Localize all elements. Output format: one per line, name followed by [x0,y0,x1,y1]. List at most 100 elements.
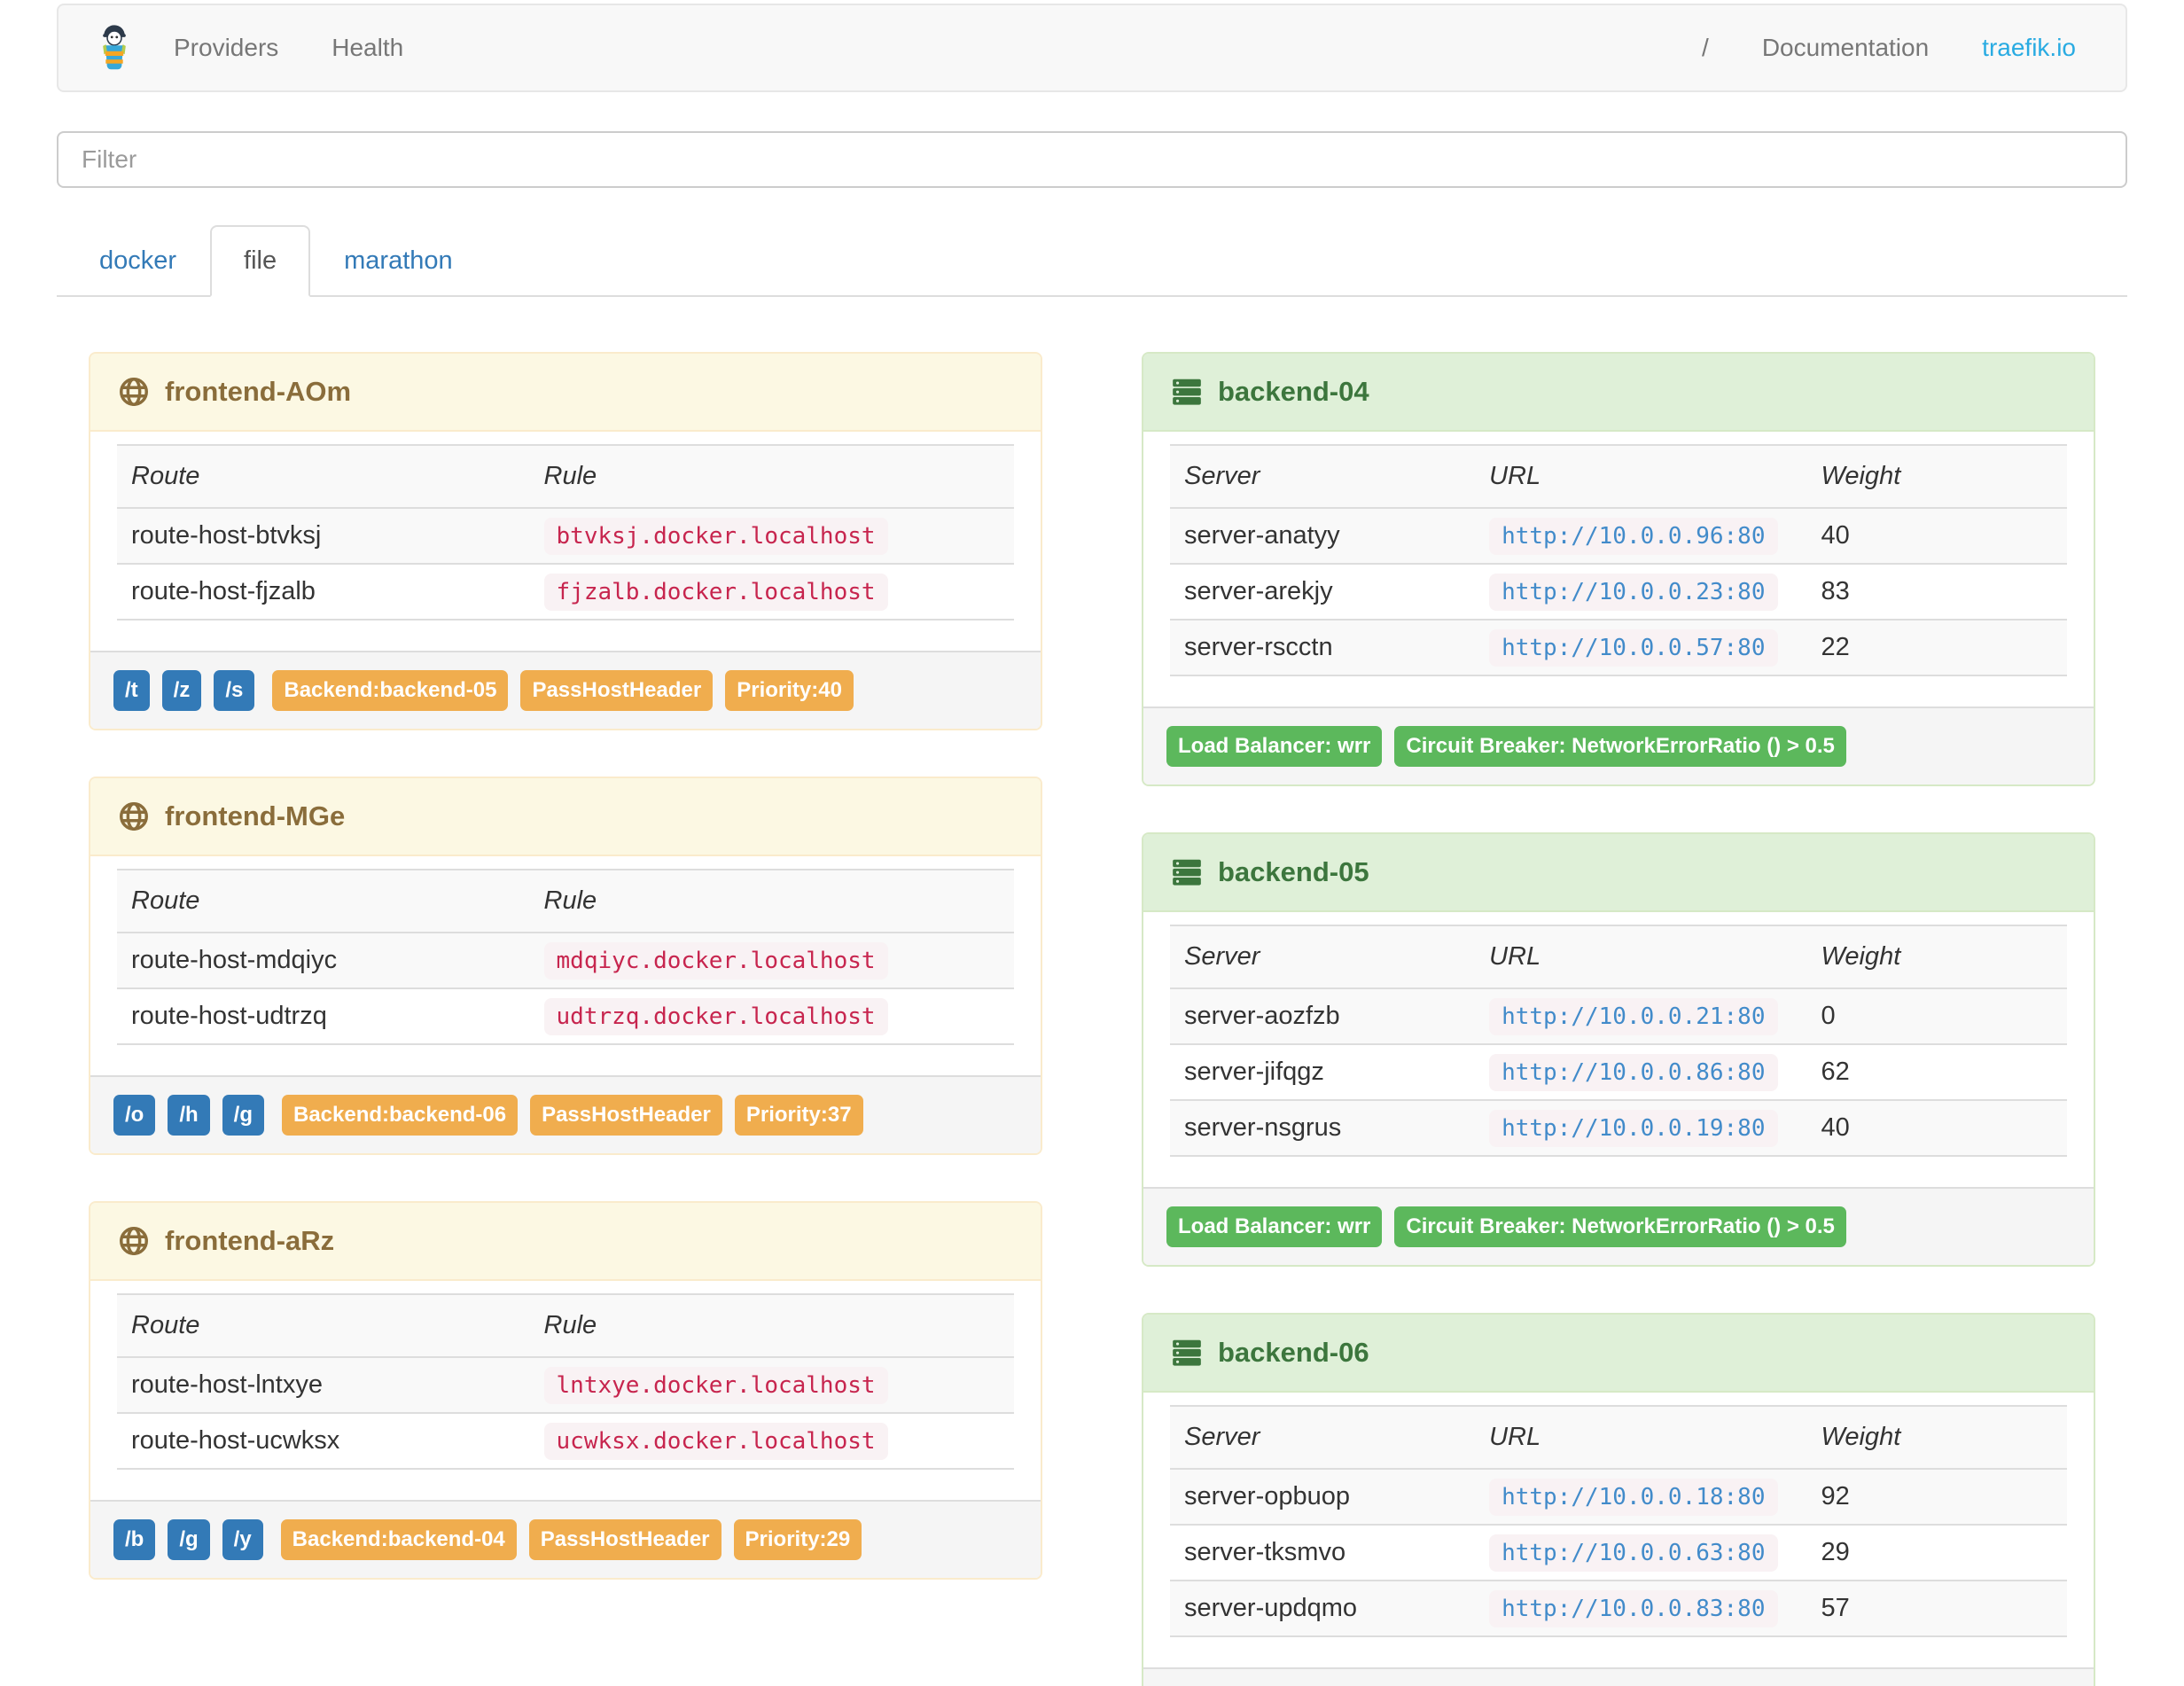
rule-code: udtrzq.docker.localhost [543,998,888,1035]
rule-code: lntxye.docker.localhost [543,1367,888,1404]
route-path-tag: /z [161,670,202,711]
rule-code: ucwksx.docker.localhost [543,1423,888,1460]
frontend-config-tags: Backend:backend-04 PassHostHeader Priority… [280,1519,862,1560]
frontend-config-tag: PassHostHeader [528,1519,722,1560]
server-name-cell: server-anatyy [1170,508,1476,565]
server-row: server-arekjy http://10.0.0.23:80 83 [1170,564,2067,621]
server-url-cell: http://10.0.0.96:80 [1475,508,1807,565]
rule-column-header: Rule [529,869,1014,933]
routes-header-row: Route Rule [117,869,1014,933]
server-url-code: http://10.0.0.83:80 [1489,1590,1778,1627]
tab-file[interactable]: file [210,225,311,297]
filter-bar [57,131,2127,188]
server-url-code: http://10.0.0.57:80 [1489,629,1778,667]
frontend-panel-body: Route Rule route-host-btvksj btvksj.dock… [90,432,1041,651]
rule-column-header: Rule [529,1293,1014,1358]
globe-icon [117,800,151,833]
frontend-panel-body: Route Rule route-host-lntxye lntxye.dock… [90,1281,1041,1500]
server-url-link[interactable]: http://10.0.0.96:80 [1502,523,1766,550]
route-path-tags: /o/h/g [113,1095,264,1136]
routes-header-row: Route Rule [117,1293,1014,1358]
server-name-cell: server-arekjy [1170,564,1476,621]
route-path-tags: /b/g/y [113,1519,263,1560]
backends-column: backend-04 Server URL Weight [1142,352,2095,1686]
frontend-config-tag: Backend:backend-06 [281,1095,519,1136]
frontend-panel-footer: /t/z/s Backend:backend-05 PassHostHeader P… [90,651,1041,729]
server-url-link[interactable]: http://10.0.0.19:80 [1502,1115,1766,1142]
nav-providers-link[interactable]: Providers [174,34,279,61]
server-column-header: Server [1170,444,1476,509]
route-name-cell: route-host-lntxye [117,1357,530,1414]
rule-cell: udtrzq.docker.localhost [529,988,1014,1045]
traefik-brand[interactable] [82,25,147,71]
nav-documentation-link[interactable]: Documentation [1761,34,1930,61]
route-name-cell: route-host-fjzalb [117,564,530,621]
server-column-header: Server [1170,1405,1476,1470]
backend-panel: backend-06 Server URL Weight [1142,1313,2095,1686]
weight-column-header: Weight [1806,925,2067,989]
backend-panel: backend-05 Server URL Weight [1142,832,2095,1267]
nav-traefik-site-link[interactable]: traefik.io [1982,34,2076,61]
server-url-link[interactable]: http://10.0.0.57:80 [1502,635,1766,661]
route-column-header: Route [117,869,530,933]
servers-header-row: Server URL Weight [1170,1405,2067,1470]
server-url-link[interactable]: http://10.0.0.18:80 [1502,1484,1766,1510]
frontend-panel-heading: frontend-MGe [90,778,1041,856]
server-url-cell: http://10.0.0.23:80 [1475,564,1807,621]
server-url-link[interactable]: http://10.0.0.86:80 [1502,1059,1766,1086]
frontend-panel-body: Route Rule route-host-mdqiyc mdqiyc.dock… [90,856,1041,1075]
nav-slash-link[interactable]: / [1702,34,1709,61]
frontend-panel-heading: frontend-aRz [90,1203,1041,1281]
server-row: server-aozfzb http://10.0.0.21:80 0 [1170,988,2067,1045]
route-path-tag: /s [214,670,255,711]
backend-panel-heading: backend-04 [1143,354,2094,432]
server-url-code: http://10.0.0.23:80 [1489,574,1778,611]
server-name-cell: server-aozfzb [1170,988,1476,1045]
server-url-link[interactable]: http://10.0.0.83:80 [1502,1596,1766,1622]
server-weight-cell: 83 [1806,564,2067,621]
route-path-tag: /o [113,1095,156,1136]
backend-panel-heading: backend-05 [1143,834,2094,912]
top-navbar: Providers Health / Documentation traefik… [57,4,2127,92]
backend-panel-body: Server URL Weight server-opbuop http://1… [1143,1393,2094,1667]
server-url-code: http://10.0.0.63:80 [1489,1534,1778,1572]
route-name-cell: route-host-ucwksx [117,1413,530,1470]
server-url-link[interactable]: http://10.0.0.23:80 [1502,579,1766,605]
servers-header-row: Server URL Weight [1170,444,2067,509]
route-column-header: Route [117,444,530,509]
server-name-cell: server-updqmo [1170,1581,1476,1637]
frontend-config-tag: PassHostHeader [520,670,714,711]
backend-config-tag: Circuit Breaker: NetworkErrorRatio () > … [1394,726,1846,767]
server-url-cell: http://10.0.0.57:80 [1475,620,1807,676]
tab-docker[interactable]: docker [99,246,177,275]
backend-config-tag: Circuit Breaker: NetworkErrorRatio () > … [1394,1206,1846,1247]
backend-panel-footer: Load Balancer: wrr Circuit Breaker: Netwo… [1143,706,2094,784]
server-weight-cell: 57 [1806,1581,2067,1637]
nav-health-link[interactable]: Health [332,34,404,61]
globe-icon [117,375,151,409]
servers-table: Server URL Weight server-opbuop http://1… [1170,1405,2067,1637]
route-path-tag: /b [113,1519,156,1560]
route-path-tags: /t/z/s [113,670,255,711]
tab-marathon[interactable]: marathon [344,246,453,275]
rule-code: mdqiyc.docker.localhost [543,942,888,980]
weight-column-header: Weight [1806,444,2067,509]
server-weight-cell: 22 [1806,620,2067,676]
server-url-code: http://10.0.0.18:80 [1489,1479,1778,1516]
frontend-panel-title: frontend-aRz [165,1225,335,1256]
frontend-panel: frontend-aRz Route Rule [89,1201,1042,1580]
filter-input[interactable] [57,131,2127,188]
backend-panel-heading: backend-06 [1143,1315,2094,1393]
server-name-cell: server-rscctn [1170,620,1476,676]
server-name-cell: server-jifqgz [1170,1044,1476,1101]
server-url-link[interactable]: http://10.0.0.63:80 [1502,1540,1766,1566]
frontend-panel: frontend-AOm Route Rule [89,352,1042,730]
route-path-tag: /y [222,1519,263,1560]
backend-panel-body: Server URL Weight server-aozfzb http://1… [1143,912,2094,1187]
server-url-link[interactable]: http://10.0.0.21:80 [1502,1003,1766,1030]
server-stack-icon [1170,1336,1204,1370]
backend-config-tags: Load Balancer: wrr Circuit Breaker: Netwo… [1166,726,1846,767]
rule-code: btvksj.docker.localhost [543,518,888,555]
route-row: route-host-udtrzq udtrzq.docker.localhos… [117,988,1014,1045]
route-path-tag: /g [168,1519,210,1560]
